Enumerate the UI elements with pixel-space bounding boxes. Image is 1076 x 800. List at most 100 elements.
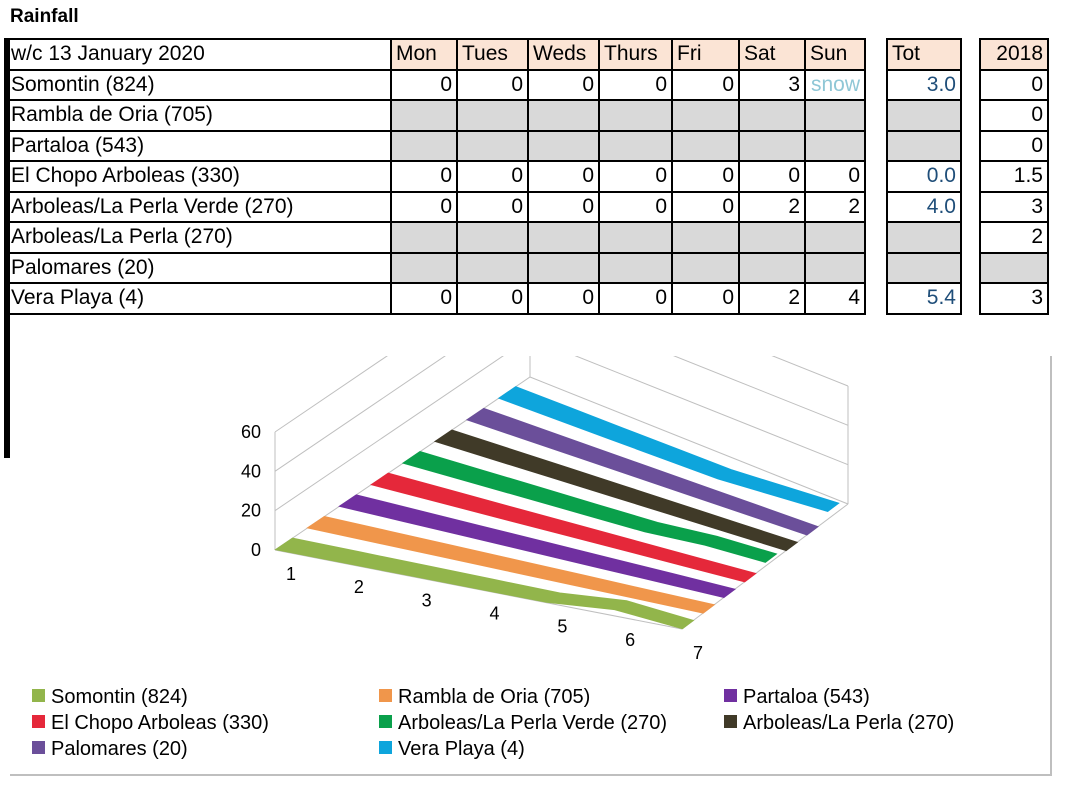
year-2018-cell <box>979 251 1049 284</box>
legend-swatch <box>32 741 45 755</box>
rainfall-3d-chart: 0 20 40 60 1 2 3 4 5 6 7 <box>241 356 849 663</box>
total-cell: 0.0 <box>886 160 962 193</box>
y-tick-label: 20 <box>241 501 261 521</box>
rain-cell: 0 <box>390 68 458 101</box>
rain-cell: 0 <box>738 160 806 193</box>
rain-cell: 0 <box>456 282 529 315</box>
station-name: Arboleas/La Perla (270) <box>5 221 392 254</box>
rain-cell <box>598 129 673 162</box>
tot-row <box>886 99 962 132</box>
rain-cell <box>527 251 600 284</box>
year-2018-cell: 3 <box>979 282 1049 315</box>
day-header: Sun <box>804 38 866 71</box>
table-row: Rambla de Oria (705) <box>5 99 866 132</box>
legend-item: Partaloa (543) <box>724 686 870 709</box>
tot-row: 3.0 <box>886 68 962 101</box>
legend-item: Palomares (20) <box>32 738 188 761</box>
day-header: Tues <box>456 38 529 71</box>
legend-swatch <box>32 715 45 729</box>
rain-cell <box>804 99 866 132</box>
year-2018-cell: 1.5 <box>979 160 1049 193</box>
x-tick-label: 2 <box>354 577 364 597</box>
x-tick-label: 6 <box>625 630 635 650</box>
legend-label: Palomares (20) <box>51 738 188 760</box>
legend-label: El Chopo Arboleas (330) <box>51 712 269 734</box>
legend-label: Arboleas/La Perla (270) <box>743 712 955 734</box>
legend-item: El Chopo Arboleas (330) <box>32 712 269 735</box>
x-tick-label: 5 <box>557 617 567 637</box>
series-ribbon-7 <box>465 407 819 536</box>
total-cell: 5.4 <box>886 282 962 315</box>
year-2018-cell: 0 <box>979 68 1049 101</box>
day-header: Weds <box>527 38 600 71</box>
x-tick-label: 4 <box>489 604 499 624</box>
legend-swatch <box>379 741 392 755</box>
table-row: Arboleas/La Perla (270) <box>5 221 866 254</box>
total-cell <box>886 99 962 132</box>
rain-cell <box>527 99 600 132</box>
x-tick-label: 3 <box>422 590 432 610</box>
rain-cell <box>527 129 600 162</box>
tot-row <box>886 129 962 162</box>
rain-cell: 0 <box>456 190 529 223</box>
rain-cell: 0 <box>671 68 740 101</box>
rain-cell: 0 <box>598 190 673 223</box>
rain-cell <box>738 99 806 132</box>
year-row: 3 <box>979 190 1049 223</box>
day-header: Mon <box>390 38 458 71</box>
y-tick-label: 60 <box>241 422 261 442</box>
legend-label: Partaloa (543) <box>743 686 870 708</box>
day-header: Thurs <box>598 38 673 71</box>
rain-cell <box>456 99 529 132</box>
rain-cell <box>738 129 806 162</box>
tot-row: 4.0 <box>886 190 962 223</box>
total-cell <box>886 221 962 254</box>
rain-cell: 0 <box>527 160 600 193</box>
rain-cell: 0 <box>671 190 740 223</box>
rain-cell <box>671 221 740 254</box>
y-tick-label: 40 <box>241 461 261 481</box>
rain-cell <box>598 251 673 284</box>
header-row: w/c 13 January 2020 Mon Tues Weds Thurs Fri Sa… <box>5 38 866 71</box>
tot-row <box>886 221 962 254</box>
year-row <box>979 251 1049 284</box>
rain-cell <box>804 251 866 284</box>
year-2018-cell: 0 <box>979 129 1049 162</box>
legend-label: Somontin (824) <box>51 686 188 708</box>
legend-swatch <box>724 689 737 703</box>
rain-cell: 2 <box>738 190 806 223</box>
legend-swatch <box>32 689 45 703</box>
rainfall-table: w/c 13 January 2020 Mon Tues Weds Thurs Fri Sa… <box>5 38 866 315</box>
total-cell <box>886 251 962 284</box>
rain-cell: 0 <box>527 190 600 223</box>
legend-label: Rambla de Oria (705) <box>398 686 591 708</box>
station-name: Somontin (824) <box>5 68 392 101</box>
legend-item: Rambla de Oria (705) <box>379 686 590 709</box>
rain-cell <box>738 221 806 254</box>
gridline <box>274 356 849 433</box>
rain-cell <box>456 129 529 162</box>
total-cell: 4.0 <box>886 190 962 223</box>
rain-cell: 0 <box>390 282 458 315</box>
x-tick-label: 1 <box>286 564 296 584</box>
year-row: 1.5 <box>979 160 1049 193</box>
rain-cell <box>804 221 866 254</box>
y-tick-label: 0 <box>251 540 261 560</box>
year-row: 0 <box>979 99 1049 132</box>
rain-cell <box>456 221 529 254</box>
rain-cell: 0 <box>456 160 529 193</box>
rain-cell <box>804 129 866 162</box>
series-ribbon-4 <box>370 472 757 583</box>
tot-row: 0.0 <box>886 160 962 193</box>
legend-swatch <box>724 715 737 729</box>
x-tick-label: 7 <box>693 643 703 663</box>
rain-cell: 0 <box>598 282 673 315</box>
legend-label: Arboleas/La Perla Verde (270) <box>398 712 668 734</box>
year-2018-cell: 3 <box>979 190 1049 223</box>
table-row: El Chopo Arboleas (330) 0 0 0 0 0 0 0 <box>5 160 866 193</box>
rain-cell: 0 <box>527 282 600 315</box>
year-header-row: 2018 <box>979 38 1049 71</box>
series-ribbon-2 <box>306 515 716 614</box>
rain-cell <box>598 221 673 254</box>
station-name: Partaloa (543) <box>5 129 392 162</box>
